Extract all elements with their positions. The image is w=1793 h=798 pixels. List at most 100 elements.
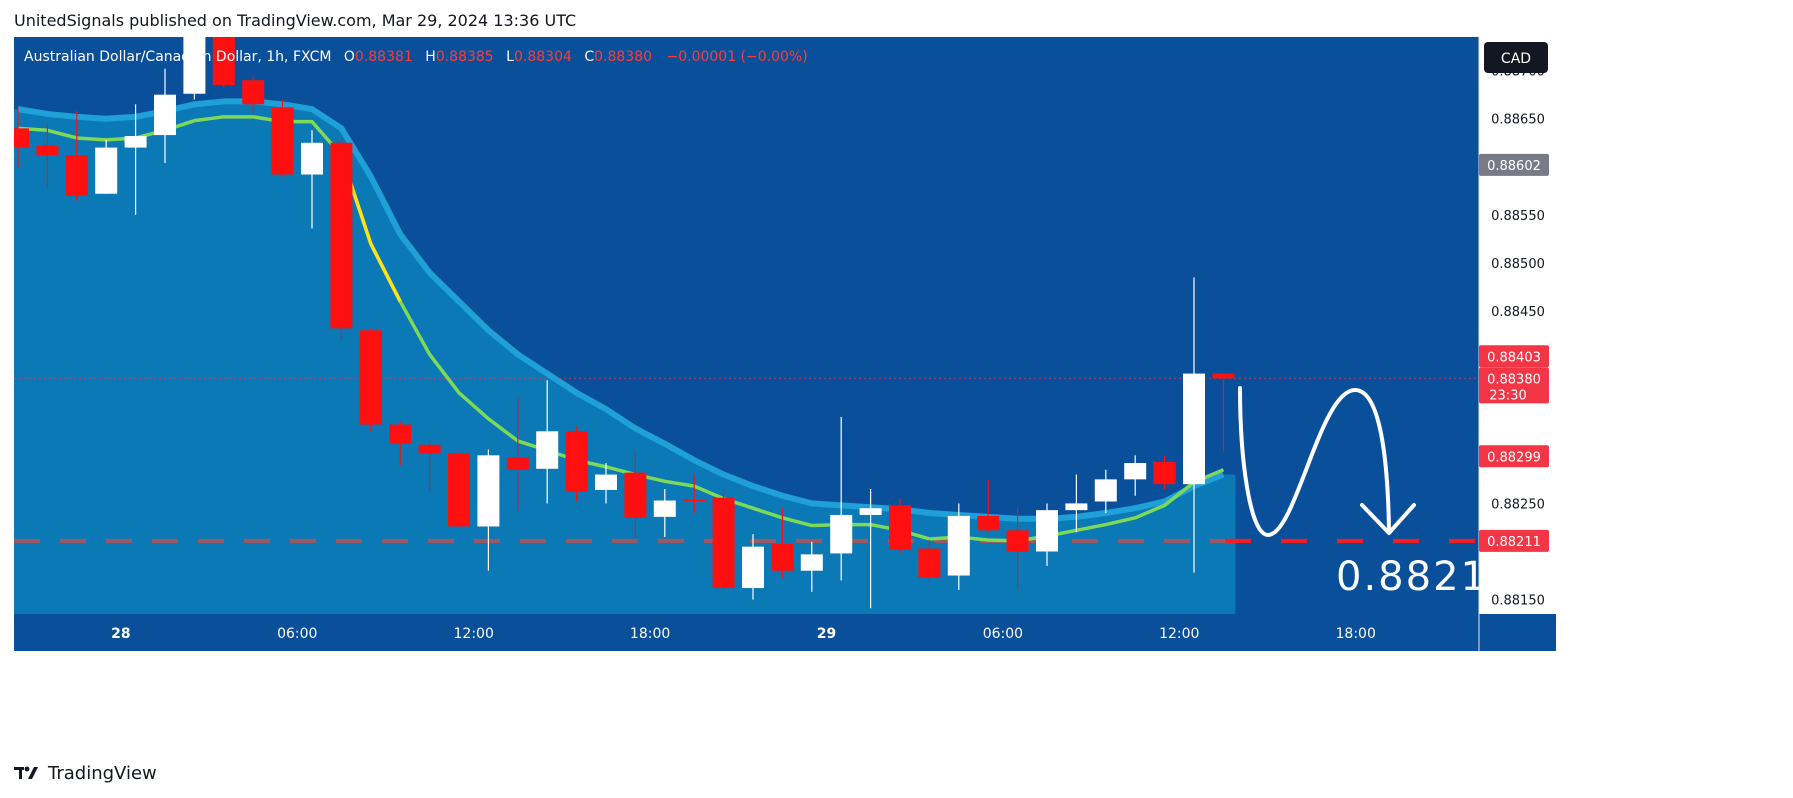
time-tick-label: 06:00 [277, 626, 317, 642]
candle [977, 479, 1000, 533]
price-tag-bg [1479, 153, 1549, 176]
candle-body [771, 543, 794, 571]
ema-slow-line [17, 98, 1225, 522]
price-tag-value: 0.88211 [1487, 535, 1541, 550]
candle [1094, 469, 1117, 514]
price-tick-label: 0.88500 [1491, 257, 1545, 272]
footer-brand[interactable]: TradingView [14, 760, 157, 786]
price-axis[interactable] [1479, 37, 1556, 614]
price-tag: 0.88403 [1479, 345, 1549, 368]
close-value: 0.88380 [594, 49, 652, 65]
price-tag-value: 0.88380 [1487, 372, 1541, 387]
currency-badge[interactable]: CAD [1484, 42, 1548, 73]
curved-arrow-down-icon [1238, 386, 1391, 538]
ohlc-legend: Australian Dollar/Canadian Dollar, 1h, F… [24, 49, 808, 65]
price-tick-label: 0.88550 [1491, 209, 1545, 224]
candle-body [242, 80, 265, 105]
candle-body [712, 497, 735, 589]
time-tick-label: 18:00 [1336, 626, 1376, 642]
candle-body [624, 472, 647, 518]
price-tick-label: 0.88700 [1491, 65, 1545, 80]
low-value: 0.88304 [514, 49, 572, 65]
candle-body [1212, 373, 1235, 379]
price-tag-bg [1479, 367, 1549, 404]
candle-body [1124, 463, 1147, 480]
candle-body [154, 94, 176, 136]
tradingview-brand-label: TradingView [48, 762, 157, 784]
price-tag-bg [1479, 345, 1549, 368]
time-tick-label: 12:00 [454, 626, 494, 642]
candle [595, 463, 617, 504]
candle-body [212, 37, 235, 86]
publisher-caption: UnitedSignals published on TradingView.c… [14, 11, 577, 30]
price-tick-label: 0.88450 [1491, 305, 1545, 320]
time-tick-label: 18:00 [630, 626, 670, 642]
price-tag: 0.88602 [1479, 153, 1549, 176]
candle [506, 397, 529, 511]
candle [477, 449, 500, 571]
tradingview-logo-icon [14, 766, 38, 779]
candle [359, 328, 382, 432]
change-value: −0.00001 (−0.00%) [666, 49, 807, 65]
open-value: 0.88381 [355, 49, 413, 65]
candle [124, 104, 147, 215]
ema-band-area [14, 101, 1236, 614]
candle-body [595, 474, 617, 490]
candle-body [947, 515, 970, 576]
candle [1036, 503, 1058, 566]
time-tick-label: 12:00 [1159, 626, 1199, 642]
candle [653, 488, 676, 538]
candle-body [977, 515, 1000, 531]
candle [389, 421, 412, 465]
candle-body [14, 128, 29, 148]
price-axis-ticks: 0.88700 0.88650 0.88550 0.88500 0.88450 0.882… [1491, 65, 1545, 609]
candle-body [1183, 373, 1205, 485]
price-tag-bg [1479, 445, 1549, 468]
candle-body [742, 546, 764, 589]
low-label: L [506, 49, 514, 65]
candle-body [301, 142, 323, 175]
candle-body [536, 431, 559, 469]
candle-body [1094, 479, 1117, 502]
candle-body [859, 508, 882, 515]
candle-body [1153, 462, 1176, 485]
price-tick-label: 0.88650 [1491, 113, 1545, 128]
time-axis-ticks: 28 06:00 12:00 18:00 29 06:00 12:00 18:00 [111, 626, 1376, 642]
time-tick-label: 06:00 [983, 626, 1023, 642]
candle [14, 107, 29, 167]
candle-body [330, 142, 353, 329]
candle [830, 416, 853, 581]
candle [1183, 277, 1205, 573]
candle [1006, 508, 1029, 590]
candle-body [506, 457, 529, 470]
candle [565, 426, 588, 502]
high-value: 0.88385 [436, 49, 494, 65]
price-tag-value: 0.88299 [1487, 450, 1541, 465]
price-tick-label: 0.88150 [1491, 594, 1545, 609]
candle [271, 99, 294, 177]
annotation-drawing: 0.8821 [1238, 386, 1479, 600]
candle [712, 488, 735, 590]
candle [624, 450, 647, 538]
time-axis[interactable] [14, 614, 1556, 651]
candle-body [183, 37, 206, 94]
candle [36, 123, 59, 188]
time-tick-label: 29 [817, 626, 836, 642]
candle [448, 451, 470, 528]
candle-body [448, 453, 470, 527]
price-tag: 0.88299 [1479, 445, 1549, 468]
candle-body [1065, 503, 1088, 511]
candle [65, 111, 88, 201]
candle-body [918, 548, 941, 578]
price-tag-value: 0.88602 [1487, 159, 1541, 174]
candle [330, 137, 353, 340]
candle [889, 498, 911, 554]
candle [1065, 474, 1088, 533]
candle-body [95, 147, 118, 194]
candle-body [800, 554, 823, 571]
candle-body [65, 155, 88, 196]
candle [683, 474, 706, 514]
